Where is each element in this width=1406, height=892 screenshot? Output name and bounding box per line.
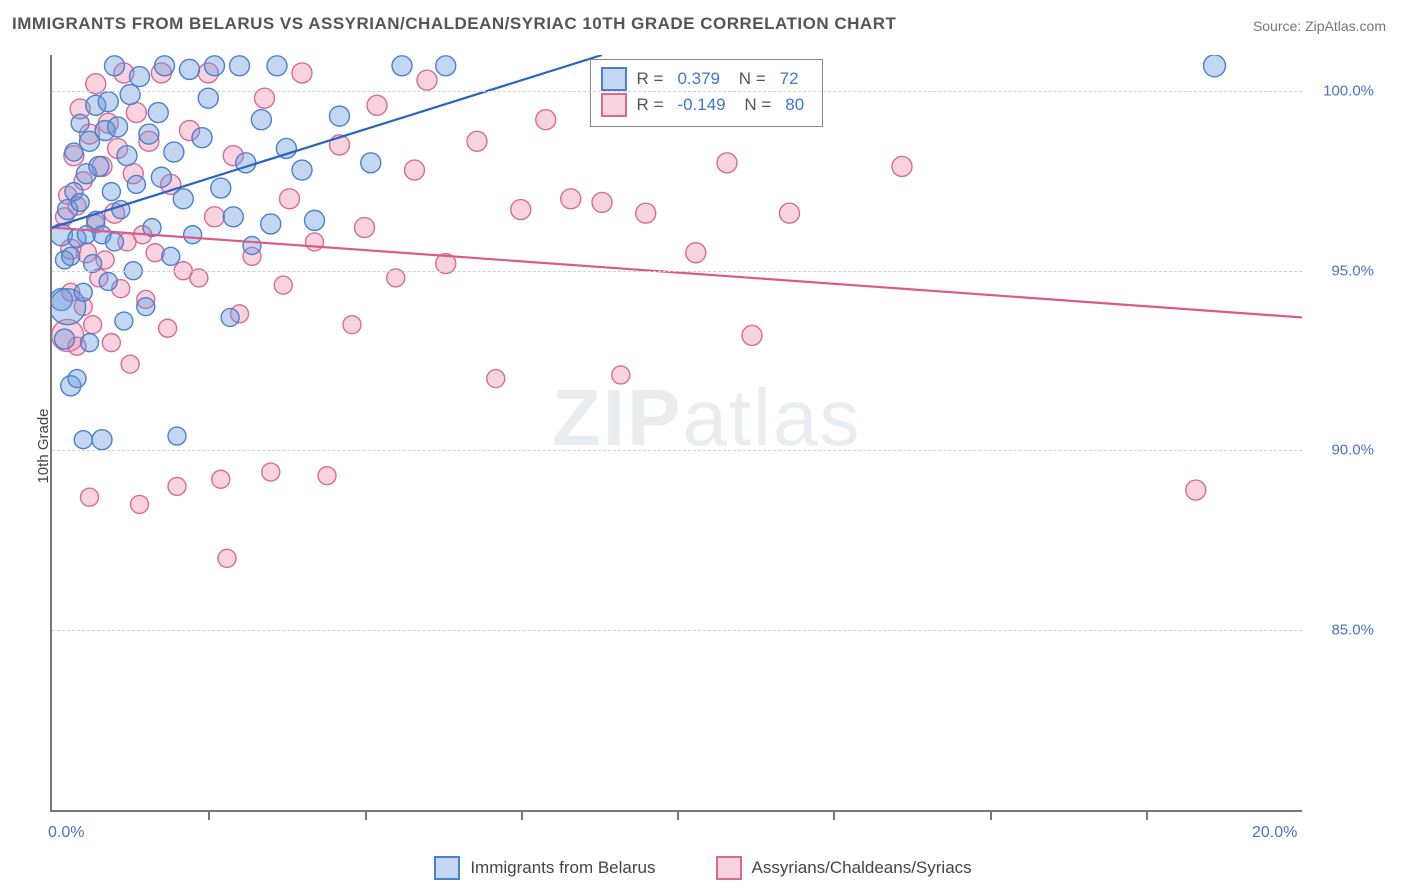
swatch-series-b <box>601 93 627 117</box>
plot-area: ZIPatlas R = 0.379 N = 72 R = -0.149 N =… <box>50 55 1302 812</box>
r-value-b: -0.149 <box>673 92 729 118</box>
n-label: N = <box>734 66 766 92</box>
swatch-series-b <box>716 856 742 880</box>
r-label: R = <box>637 92 664 118</box>
chart-title: IMMIGRANTS FROM BELARUS VS ASSYRIAN/CHAL… <box>12 14 896 34</box>
legend-bottom: Immigrants from Belarus Assyrians/Chalde… <box>0 856 1406 880</box>
legend-stats-row-a: R = 0.379 N = 72 <box>601 66 809 92</box>
y-tick-label: 100.0% <box>1310 82 1374 99</box>
series-a-name: Immigrants from Belarus <box>470 858 655 878</box>
x-axis-min: 0.0% <box>48 824 84 842</box>
swatch-series-a <box>601 67 627 91</box>
n-value-a: 72 <box>776 66 803 92</box>
legend-item-a: Immigrants from Belarus <box>434 856 655 880</box>
x-axis-max: 20.0% <box>1252 824 1297 842</box>
source-label: Source: ZipAtlas.com <box>1253 18 1386 34</box>
y-tick-label: 85.0% <box>1310 622 1374 639</box>
series-b-name: Assyrians/Chaldeans/Syriacs <box>752 858 972 878</box>
r-value-a: 0.379 <box>673 66 724 92</box>
r-label: R = <box>637 66 664 92</box>
chart-svg <box>52 55 1302 810</box>
legend-stats-row-b: R = -0.149 N = 80 <box>601 92 809 118</box>
y-tick-label: 90.0% <box>1310 442 1374 459</box>
n-value-b: 80 <box>781 92 808 118</box>
legend-stats: R = 0.379 N = 72 R = -0.149 N = 80 <box>590 59 824 127</box>
swatch-series-a <box>434 856 460 880</box>
n-label: N = <box>740 92 772 118</box>
legend-item-b: Assyrians/Chaldeans/Syriacs <box>716 856 972 880</box>
y-tick-label: 95.0% <box>1310 262 1374 279</box>
